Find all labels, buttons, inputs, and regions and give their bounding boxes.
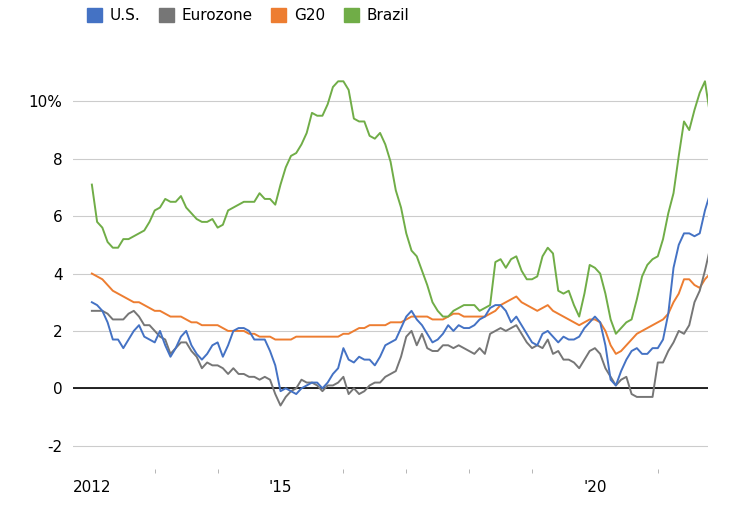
Legend: U.S., Eurozone, G20, Brazil: U.S., Eurozone, G20, Brazil (80, 2, 415, 29)
